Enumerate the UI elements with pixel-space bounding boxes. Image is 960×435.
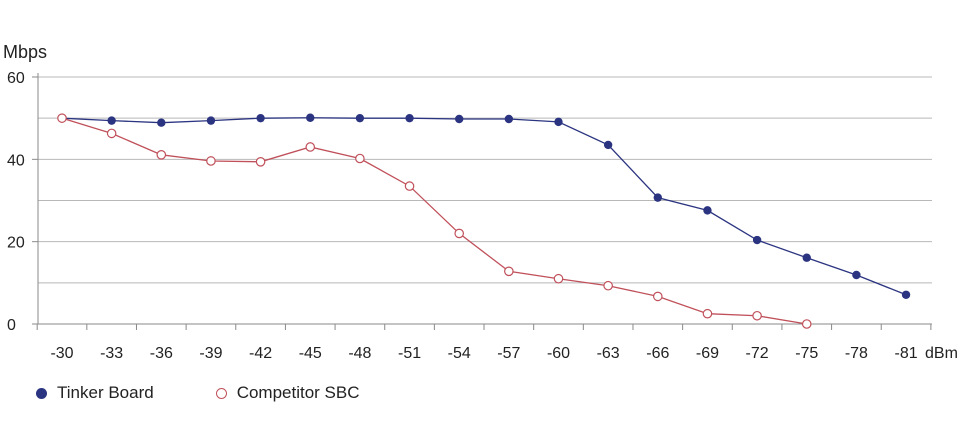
data-point	[603, 280, 613, 291]
data-point	[305, 142, 316, 152]
x-tick-label: -48	[348, 345, 371, 362]
data-point	[802, 253, 811, 262]
data-point	[852, 270, 861, 280]
legend-marker-filled-icon	[36, 387, 47, 399]
data-point	[256, 113, 265, 123]
y-tick-label: 40	[7, 152, 25, 169]
x-tick-label: -42	[249, 345, 272, 362]
data-point	[355, 113, 365, 123]
line-chart: 0 20 40 60 Mbps -30 -33 -36 -39 -42 -45 -48 -51 -54 -5…	[3, 42, 958, 362]
x-tick-label: -33	[100, 345, 123, 362]
data-point	[703, 206, 712, 215]
x-tick-label: -78	[845, 345, 868, 362]
series-line-tinker-board	[61, 117, 907, 296]
data-point	[206, 156, 216, 166]
x-tick-label: -72	[746, 345, 769, 362]
legend-item-tinker-board: Tinker Board	[36, 383, 154, 403]
data-point	[455, 114, 464, 124]
data-point	[752, 310, 762, 321]
legend-item-competitor-sbc: Competitor SBC	[215, 383, 360, 403]
data-point	[306, 113, 315, 122]
y-axis-title: Mbps	[3, 42, 47, 62]
data-point	[355, 153, 365, 164]
data-point	[454, 228, 464, 239]
legend: Tinker Board Competitor SBC	[36, 383, 422, 403]
y-tick-label: 0	[7, 317, 16, 334]
data-point	[752, 235, 762, 245]
x-tick-label: -54	[448, 345, 471, 362]
x-unit-label: dBm	[925, 345, 958, 362]
data-point	[404, 181, 415, 191]
data-point	[504, 266, 514, 277]
y-tick-label: 60	[7, 70, 25, 87]
x-tick-label: -30	[50, 345, 73, 362]
data-point	[652, 291, 663, 302]
data-point	[653, 193, 662, 202]
series-line-competitor-sbc	[61, 117, 807, 325]
data-point	[157, 118, 166, 127]
data-point	[405, 113, 414, 123]
y-tick-label: 20	[7, 235, 25, 252]
legend-marker-hollow-icon	[215, 387, 227, 399]
x-tick-label: -75	[795, 345, 818, 362]
data-point	[107, 116, 116, 125]
data-point	[801, 319, 812, 329]
data-point	[57, 113, 67, 123]
x-tick-label: -69	[696, 345, 719, 362]
data-point	[702, 308, 713, 319]
data-point	[603, 140, 613, 150]
x-tick-label: -66	[646, 345, 669, 362]
x-tick-label: -57	[497, 345, 520, 362]
data-point	[901, 290, 911, 299]
data-point	[554, 117, 563, 127]
x-tick-label: -81	[894, 345, 917, 362]
data-point	[156, 150, 167, 160]
x-tick-label: -36	[150, 345, 173, 362]
data-point	[255, 157, 266, 167]
x-tick-label: -63	[597, 345, 620, 362]
data-point	[106, 128, 117, 139]
data-point	[553, 273, 564, 284]
data-point	[206, 116, 216, 125]
x-tick-label: -39	[199, 345, 222, 362]
data-point	[504, 114, 514, 124]
x-tick-label: -51	[398, 345, 421, 362]
legend-label: Tinker Board	[57, 383, 154, 402]
x-tick-label: -60	[547, 345, 570, 362]
legend-label: Competitor SBC	[236, 383, 360, 402]
x-tick-label: -45	[299, 345, 322, 362]
